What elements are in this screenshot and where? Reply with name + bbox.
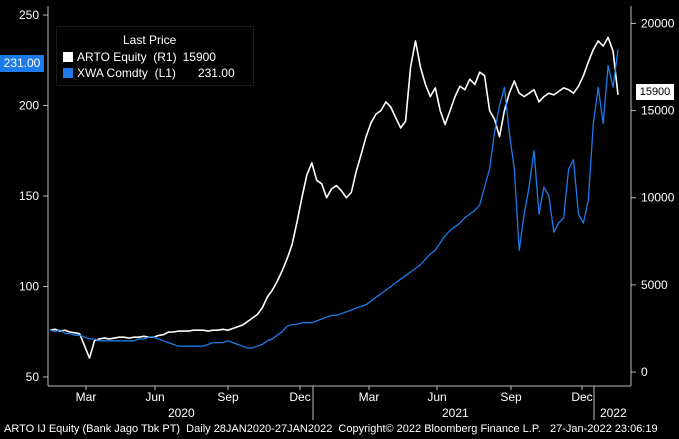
legend-value-xwa: 231.00 <box>197 66 235 80</box>
chart-footer: ARTO IJ Equity (Bank Jago Tbk PT) Daily … <box>4 423 658 435</box>
legend-swatch-xwa <box>63 68 73 78</box>
year-label-2020: 2020 <box>168 406 195 420</box>
legend-item-arto: ARTO Equity (R1) 15900 <box>63 50 216 64</box>
year-label-2022: 2022 <box>600 406 627 420</box>
last-price-badge-right: 15900 <box>636 84 674 100</box>
legend: Last Price ARTO Equity (R1) 15900 XWA Co… <box>56 26 254 86</box>
series-line-xwa <box>49 49 619 349</box>
left-tick-label: 200 <box>19 99 39 113</box>
legend-label-arto: ARTO Equity (R1) <box>77 50 177 64</box>
series-layer <box>49 36 619 359</box>
legend-value-arto: 15900 <box>182 50 216 64</box>
right-tick-label: 5000 <box>641 278 668 292</box>
legend-title: Last Price <box>123 33 177 47</box>
legend-item-xwa: XWA Comdty (L1) 231.00 <box>63 66 235 80</box>
chart-axes <box>43 6 636 420</box>
month-tick-label: Dec <box>571 390 592 404</box>
month-tick-label: Sep <box>217 390 239 404</box>
legend-label-xwa: XWA Comdty (L1) <box>77 66 176 80</box>
month-tick-label: Sep <box>500 390 522 404</box>
tick-labels: 50 100 150 200 250 0 5000 10000 15000 20000 Mar Jun… <box>19 8 675 404</box>
last-price-badge-left: 231.00 <box>0 55 44 72</box>
legend-swatch-arto <box>63 52 73 62</box>
left-tick-label: 250 <box>19 8 39 22</box>
month-tick-label: Mar <box>76 390 97 404</box>
month-tick-label: Jun <box>427 390 446 404</box>
left-tick-label: 50 <box>26 370 40 384</box>
right-tick-label: 0 <box>641 365 648 379</box>
right-tick-label: 15000 <box>641 104 675 118</box>
series-line-arto <box>49 36 619 359</box>
month-tick-label: Jun <box>145 390 164 404</box>
year-label-2021: 2021 <box>442 406 469 420</box>
left-tick-label: 150 <box>19 189 39 203</box>
right-tick-label: 10000 <box>641 191 675 205</box>
month-tick-label: Mar <box>359 390 380 404</box>
month-tick-label: Dec <box>289 390 310 404</box>
right-tick-label: 20000 <box>641 16 675 30</box>
left-tick-label: 100 <box>19 279 39 293</box>
